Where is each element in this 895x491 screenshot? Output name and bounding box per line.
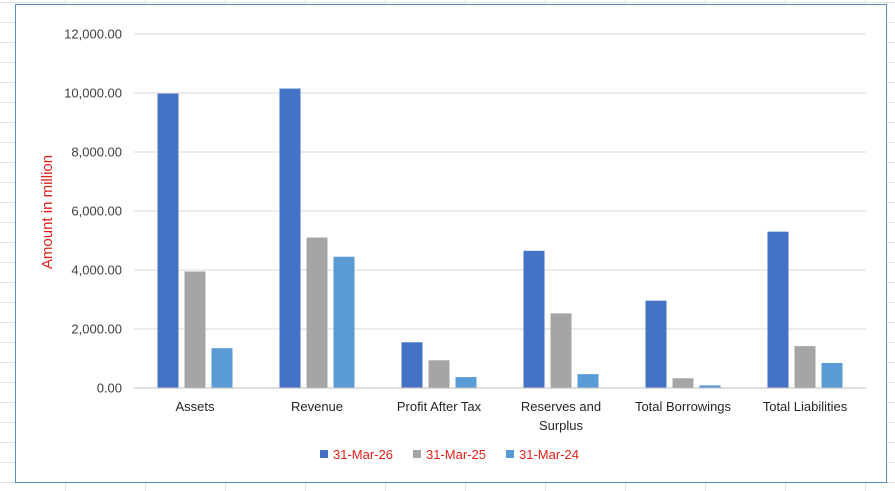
legend-swatch — [506, 450, 514, 458]
y-axis-title: Amount in million — [39, 155, 56, 269]
y-tick-label: 8,000.00 — [71, 145, 122, 160]
legend-entry[interactable]: 31-Mar-24 — [519, 447, 579, 462]
bar[interactable] — [550, 313, 572, 388]
bar[interactable] — [184, 271, 206, 388]
category-labels: Assets Revenue Profit After Tax Reserves an… — [175, 399, 847, 433]
bar[interactable] — [794, 346, 816, 388]
x-tick-label: Revenue — [291, 399, 343, 414]
legend: 31-Mar-26 31-Mar-25 31-Mar-24 — [320, 447, 579, 462]
legend-entry[interactable]: 31-Mar-26 — [333, 447, 393, 462]
gridlines — [134, 33, 866, 330]
x-tick-label: Assets — [175, 399, 215, 414]
bar[interactable] — [157, 93, 179, 388]
x-tick-label: Total Liabilities — [763, 399, 848, 414]
bar[interactable] — [821, 362, 843, 388]
bar[interactable] — [455, 377, 477, 388]
y-tick-label: 10,000.00 — [64, 86, 122, 101]
bar[interactable] — [699, 385, 721, 388]
y-tick-label: 6,000.00 — [71, 204, 122, 219]
y-axis-ticks: 0.00 2,000.00 4,000.00 6,000.00 8,000.00 10,0… — [64, 27, 122, 396]
bar[interactable] — [279, 88, 301, 388]
bar[interactable] — [767, 231, 789, 388]
x-tick-label: Profit After Tax — [397, 399, 482, 414]
bar[interactable] — [333, 256, 355, 388]
legend-swatch — [413, 450, 421, 458]
x-tick-label: Reserves and Surplus — [521, 399, 601, 433]
x-tick-label: Total Borrowings — [635, 399, 732, 414]
y-tick-label: 4,000.00 — [71, 263, 122, 278]
bar[interactable] — [645, 300, 667, 388]
y-tick-label: 12,000.00 — [64, 27, 122, 42]
bar[interactable] — [523, 250, 545, 388]
bar[interactable] — [577, 374, 599, 388]
bar[interactable] — [672, 378, 694, 388]
bar[interactable] — [428, 360, 450, 388]
legend-swatch — [320, 450, 328, 458]
bar-chart: 0.00 2,000.00 4,000.00 6,000.00 8,000.00 10,0… — [39, 27, 866, 462]
bar[interactable] — [306, 237, 328, 388]
bars — [157, 88, 843, 388]
chart-area[interactable]: 0.00 2,000.00 4,000.00 6,000.00 8,000.00 10,0… — [15, 4, 887, 483]
y-tick-label: 0.00 — [97, 381, 122, 396]
bar[interactable] — [401, 342, 423, 388]
legend-entry[interactable]: 31-Mar-25 — [426, 447, 486, 462]
bar[interactable] — [211, 348, 233, 388]
y-tick-label: 2,000.00 — [71, 322, 122, 337]
